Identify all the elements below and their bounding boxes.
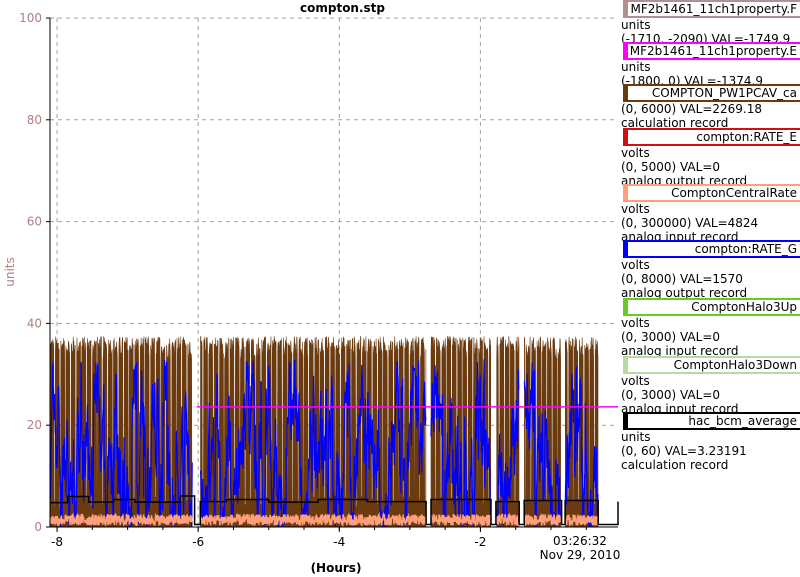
- series-layer: [49, 335, 619, 528]
- legend-item-range: (0, 6000) VAL=2269.18: [621, 102, 762, 116]
- legend-item[interactable]: ComptonHalo3Up volts (0, 3000) VAL=0 analog…: [620, 298, 800, 358]
- legend-item-units: volts: [621, 258, 650, 272]
- y-tick-label: 60: [27, 215, 42, 229]
- series-compton-pw1pcav: [49, 336, 193, 528]
- legend-item-units: volts: [621, 374, 650, 388]
- legend-item-units: units: [621, 430, 651, 444]
- legend-item-range: (0, 60) VAL=3.23191: [621, 444, 747, 458]
- legend-item-units: volts: [621, 316, 650, 330]
- y-tick-label: 20: [27, 418, 42, 432]
- legend-item-name: ComptonHalo3Down: [673, 358, 797, 372]
- legend-item[interactable]: compton:RATE_E volts (0, 5000) VAL=0 analog…: [620, 128, 800, 188]
- series-compton-rate-g: [49, 359, 599, 528]
- x-tick-label: -8: [51, 535, 63, 549]
- series-compton-central-rate: [49, 511, 599, 528]
- legend: MF2b1461_11ch1property.F units (-1710, -20…: [620, 0, 800, 577]
- y-tick-label: 40: [27, 316, 42, 330]
- legend-item-units: volts: [621, 202, 650, 216]
- legend-item[interactable]: ComptonHalo3Down volts (0, 3000) VAL=0 anal…: [620, 356, 800, 416]
- legend-item-name-box: compton:RATE_G: [623, 240, 800, 258]
- legend-item-name: compton:RATE_G: [694, 242, 797, 256]
- legend-item-name-box: compton:RATE_E: [623, 128, 800, 146]
- y-axis-label: units: [3, 257, 17, 287]
- series-hac-bcm-average: [49, 495, 619, 526]
- legend-item-name-box: MF2b1461_11ch1property.E: [623, 42, 800, 60]
- legend-item-name-box: ComptonHalo3Down: [623, 356, 800, 374]
- legend-item[interactable]: MF2b1461_11ch1property.F units (-1710, -20…: [620, 0, 800, 46]
- legend-item-name: compton:RATE_E: [696, 130, 797, 144]
- legend-item-range: (0, 3000) VAL=0: [621, 388, 721, 402]
- legend-item-name-box: ComptonCentralRate: [623, 184, 800, 202]
- legend-item-units: units: [621, 60, 651, 74]
- date-label: Nov 29, 2010: [540, 548, 620, 562]
- y-tick-label: 80: [27, 113, 42, 127]
- legend-item-name: MF2b1461_11ch1property.E: [629, 44, 797, 58]
- legend-item[interactable]: MF2b1461_11ch1property.E units (-1800, 0) …: [620, 42, 800, 88]
- x-tick-label: -6: [192, 535, 204, 549]
- legend-item-range: (0, 3000) VAL=0: [621, 330, 721, 344]
- strip-chart[interactable]: 0 20 40 60 80 100 -8 -6 -4 -2 units (Hours) 03:26:32…: [0, 0, 620, 577]
- legend-item-name: MF2b1461_11ch1property.F: [630, 2, 797, 16]
- legend-item-desc: calculation record: [621, 458, 729, 472]
- y-tick-label: 100: [19, 11, 42, 25]
- legend-item-name-box: MF2b1461_11ch1property.F: [623, 0, 800, 18]
- legend-item[interactable]: ComptonCentralRate volts (0, 300000) VAL=4…: [620, 184, 800, 244]
- y-tick-label: 0: [34, 520, 42, 534]
- x-tick-label: -4: [333, 535, 345, 549]
- legend-item-range: (0, 5000) VAL=0: [621, 160, 721, 174]
- legend-item-range: (0, 300000) VAL=4824: [621, 216, 759, 230]
- legend-item-name-box: hac_bcm_average: [623, 412, 800, 430]
- chart-title: compton.stp: [300, 1, 386, 15]
- legend-item-desc: analog input record: [621, 344, 739, 358]
- legend-item-units: units: [621, 18, 651, 32]
- series-compton-pw1pcav: [430, 336, 491, 528]
- legend-item-name-box: ComptonHalo3Up: [623, 298, 800, 316]
- legend-item[interactable]: COMPTON_PW1PCAV_ca (0, 6000) VAL=2269.18 c…: [620, 84, 800, 130]
- legend-item-units: volts: [621, 146, 650, 160]
- legend-item-name: ComptonHalo3Up: [691, 300, 797, 314]
- axes: 0 20 40 60 80 100 -8 -6 -4 -2 units (Hours) 03:26:32…: [3, 11, 620, 575]
- legend-item-range: (0, 8000) VAL=1570: [621, 272, 743, 286]
- legend-item-desc: analog output record: [621, 286, 748, 300]
- time-label: 03:26:32: [553, 534, 607, 548]
- legend-item-name: ComptonCentralRate: [671, 186, 797, 200]
- legend-item-name-box: COMPTON_PW1PCAV_ca: [623, 84, 800, 102]
- legend-item-name: COMPTON_PW1PCAV_ca: [651, 86, 797, 100]
- legend-item-name: hac_bcm_average: [688, 414, 797, 428]
- x-tick-label: -2: [474, 535, 486, 549]
- legend-item-desc: calculation record: [621, 116, 729, 130]
- x-axis-label: (Hours): [311, 561, 362, 575]
